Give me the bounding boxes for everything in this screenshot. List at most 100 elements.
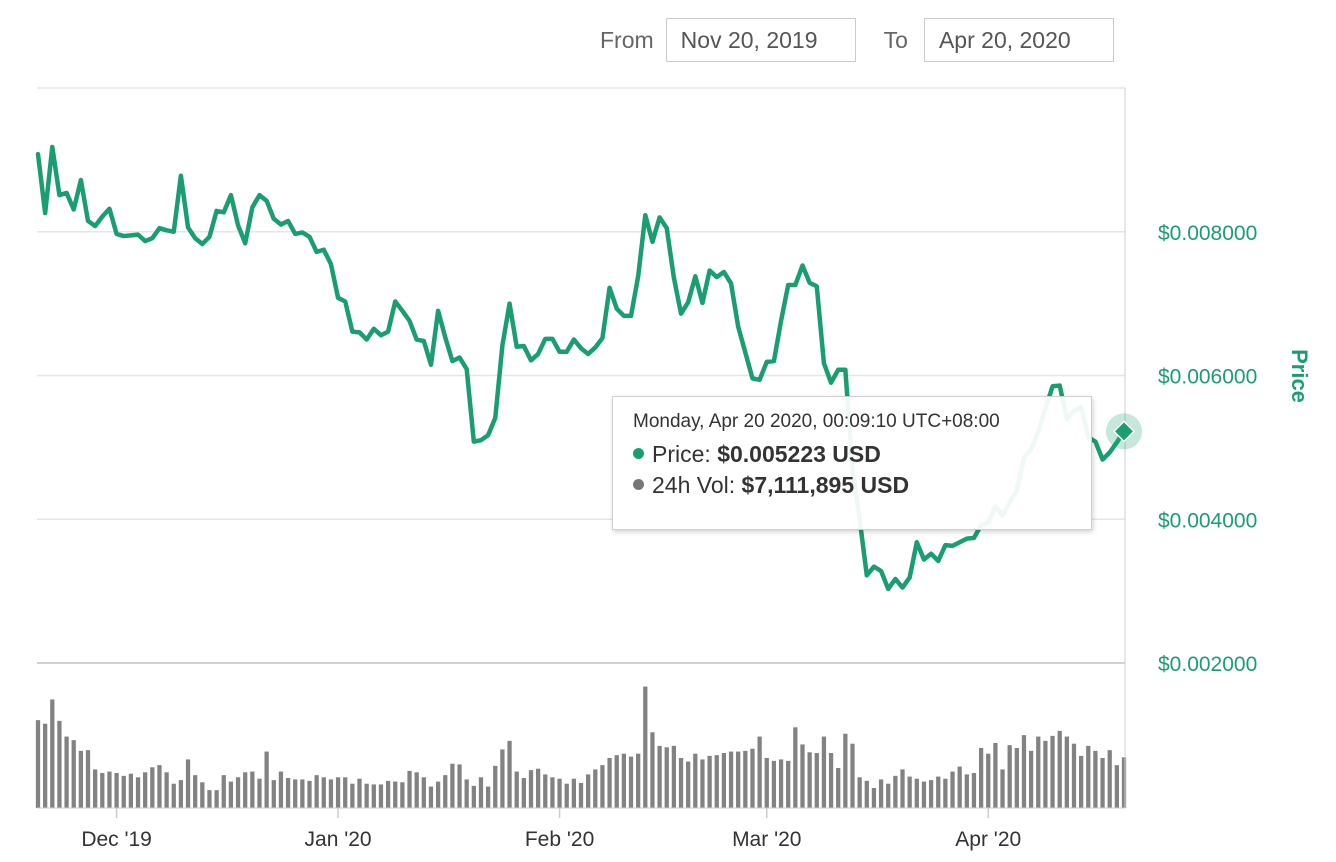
volume-bar xyxy=(235,777,241,808)
volume-bar xyxy=(307,780,312,808)
x-tick-label: Feb '20 xyxy=(525,828,594,851)
volume-bar xyxy=(393,781,398,808)
volume-bar xyxy=(836,768,841,808)
volume-bar xyxy=(1064,736,1069,808)
price-line xyxy=(35,144,1127,592)
volume-bar xyxy=(357,778,362,808)
volume-bar xyxy=(35,720,41,808)
volume-bar xyxy=(350,783,355,808)
volume-bar xyxy=(607,758,612,808)
volume-bar xyxy=(900,769,905,808)
volume-bar xyxy=(693,753,698,808)
volume-bar xyxy=(650,732,655,808)
volume-bar xyxy=(657,745,662,808)
volume-bar xyxy=(628,756,634,808)
y-tick-label: $0.006000 xyxy=(1158,366,1257,389)
volume-bar xyxy=(1014,748,1019,808)
volume-bar xyxy=(293,779,298,808)
volume-bar xyxy=(793,727,798,808)
volume-bar xyxy=(1007,745,1012,808)
volume-bar xyxy=(964,774,969,808)
volume-bar xyxy=(1000,769,1005,808)
volume-bar xyxy=(914,778,919,808)
volume-bar xyxy=(143,772,148,808)
volume-bar xyxy=(135,777,141,808)
volume-bar xyxy=(1021,735,1027,808)
x-tick-label: Apr '20 xyxy=(955,828,1021,851)
volume-bar xyxy=(243,772,248,808)
volume-bar xyxy=(1043,740,1048,808)
volume-bar xyxy=(636,753,641,808)
volume-bar xyxy=(807,752,812,808)
volume-bar xyxy=(1050,735,1055,808)
volume-bar xyxy=(364,783,369,808)
volume-bar xyxy=(414,772,419,808)
volume-bar xyxy=(1036,736,1041,808)
volume-bar xyxy=(428,786,434,808)
volume-bar xyxy=(328,779,334,808)
volume-bar xyxy=(493,765,498,808)
volume-bar xyxy=(907,776,912,808)
volume-bar xyxy=(814,753,819,808)
volume-bar xyxy=(800,744,805,808)
volume-bar xyxy=(214,790,219,808)
volume-bar xyxy=(171,783,176,808)
volume-bar xyxy=(543,774,548,808)
volume-bar xyxy=(193,775,198,808)
volume-bar xyxy=(257,778,262,808)
volume-bars xyxy=(35,686,1127,808)
volume-bar xyxy=(686,761,691,808)
date-range-selector: From Nov 20, 2019 To Apr 20, 2020 xyxy=(600,18,1114,62)
volume-bar xyxy=(514,771,519,808)
from-label: From xyxy=(600,26,654,53)
volume-bar xyxy=(478,777,484,808)
price-dot-icon xyxy=(633,448,644,459)
volume-bar xyxy=(1114,765,1119,808)
volume-bar xyxy=(335,777,341,808)
volume-bar xyxy=(421,777,426,808)
volume-bar xyxy=(264,751,269,808)
volume-bar xyxy=(786,760,791,808)
volume-bar xyxy=(828,753,834,808)
volume-bar xyxy=(300,779,305,808)
tooltip-volume-row: 24h Vol: $7,111,895 USD xyxy=(633,470,1071,501)
volume-bar xyxy=(521,778,526,808)
volume-bar xyxy=(78,750,83,808)
volume-bar xyxy=(43,723,48,808)
x-axis: Dec '19 Jan '20 Feb '20 Mar '20 Apr '20 xyxy=(81,808,1021,851)
volume-bar xyxy=(93,769,98,808)
volume-bar xyxy=(464,779,469,808)
from-date-input[interactable]: Nov 20, 2019 xyxy=(665,18,856,62)
to-label: To xyxy=(883,26,908,53)
y-tick-label: $0.002000 xyxy=(1158,653,1257,676)
volume-bar xyxy=(528,770,534,808)
volume-bar xyxy=(707,755,712,808)
y-axis: $0.002000 $0.004000 $0.006000 $0.008000 xyxy=(1158,222,1257,676)
to-date-input[interactable]: Apr 20, 2020 xyxy=(923,18,1114,62)
volume-bar xyxy=(1121,757,1127,808)
volume-bar xyxy=(1057,730,1062,808)
tooltip-volume-label: 24h Vol: xyxy=(652,472,736,498)
volume-bar xyxy=(200,782,205,808)
volume-bar xyxy=(971,773,977,808)
volume-bar xyxy=(750,748,755,808)
volume-bar xyxy=(571,778,576,808)
volume-bar xyxy=(71,740,76,808)
tooltip-volume-value: $7,111,895 USD xyxy=(741,472,910,498)
volume-bar xyxy=(921,781,927,808)
volume-bar xyxy=(986,753,991,808)
volume-bar xyxy=(221,775,226,808)
volume-bar xyxy=(500,749,505,808)
volume-bar xyxy=(778,759,784,808)
volume-bar xyxy=(700,759,705,808)
y-tick-label: $0.004000 xyxy=(1158,509,1257,532)
volume-bar xyxy=(1107,750,1112,808)
volume-bar xyxy=(157,765,162,808)
volume-bar xyxy=(435,781,441,808)
volume-bar xyxy=(271,780,276,808)
volume-bar xyxy=(457,764,462,808)
volume-bar xyxy=(250,771,255,808)
volume-bar xyxy=(385,780,391,808)
volume-bar xyxy=(600,765,605,808)
